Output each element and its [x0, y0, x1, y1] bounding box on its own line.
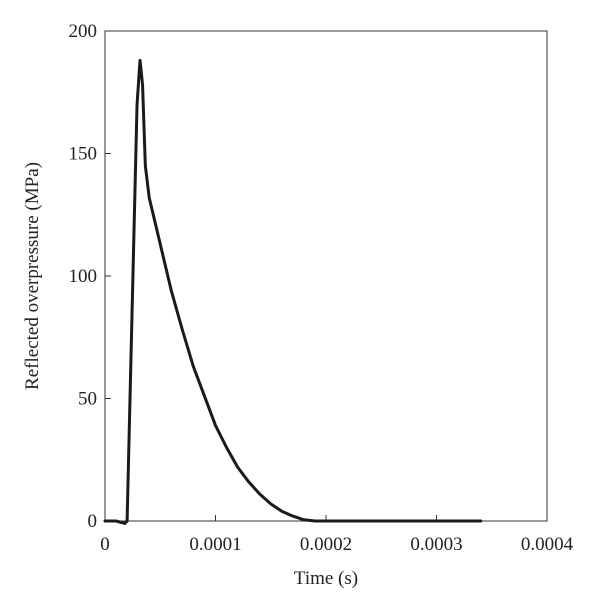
x-tick-label: 0.0002	[300, 534, 352, 555]
y-tick-label: 150	[69, 144, 98, 165]
plot-frame	[104, 30, 548, 522]
y-tick-label: 50	[78, 389, 97, 410]
x-tick-label: 0.0001	[189, 534, 241, 555]
y-tick-label: 100	[69, 266, 98, 287]
y-tick-label: 200	[69, 21, 98, 42]
y-tick-label: 0	[88, 511, 98, 532]
line-series	[103, 58, 483, 525]
x-axis-label: Time (s)	[294, 568, 358, 589]
y-axis-label: Reflected overpressure (MPa)	[22, 162, 43, 390]
x-tick-label: 0.0004	[521, 534, 574, 555]
x-tick-label: 0	[100, 534, 110, 555]
x-tick-label: 0.0003	[410, 534, 462, 555]
